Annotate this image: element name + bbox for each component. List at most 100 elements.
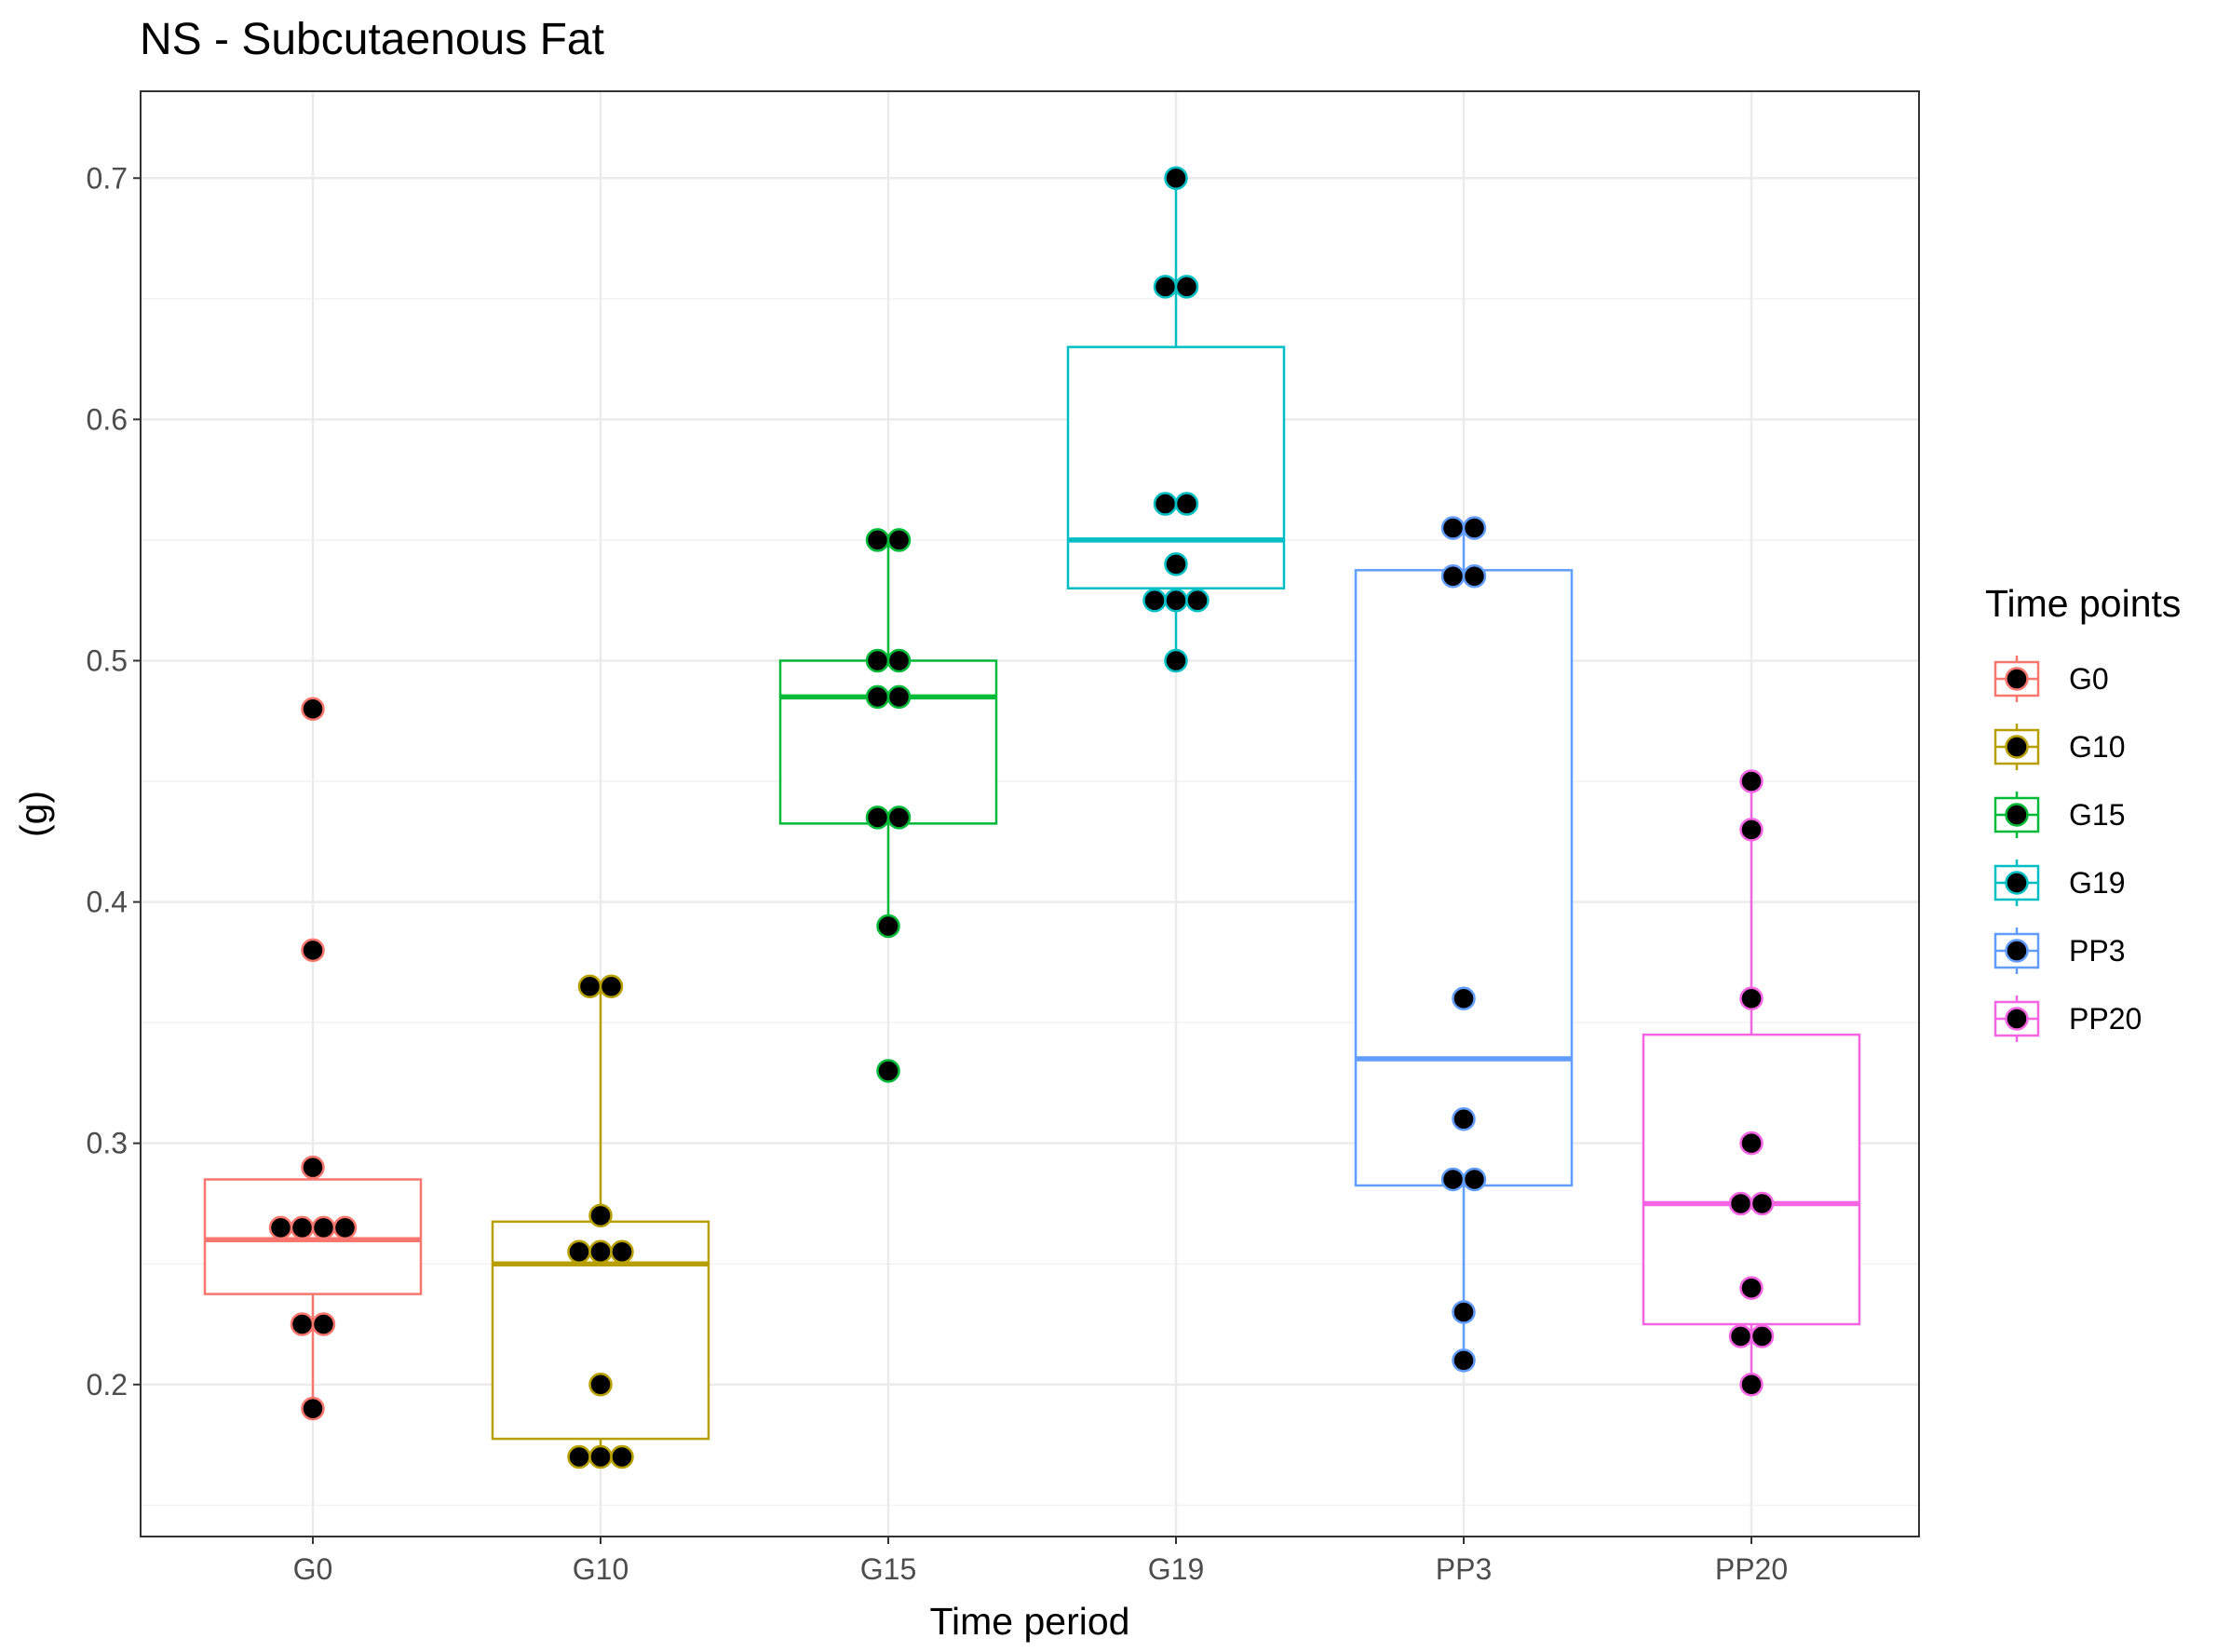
data-point	[886, 684, 912, 710]
chart-title: NS - Subcutaenous Fat	[140, 15, 604, 64]
box-body	[1642, 1033, 1861, 1326]
x-axis-title: Time period	[930, 1600, 1130, 1643]
y-tick-label: 0.4	[87, 886, 128, 919]
legend-key-point	[2005, 1007, 2029, 1031]
box-layer	[203, 178, 1861, 1457]
y-axis-title: (g)	[12, 791, 55, 837]
data-point	[1440, 564, 1466, 589]
y-tick-label: 0.2	[87, 1368, 128, 1401]
data-point	[1452, 1300, 1476, 1324]
legend-label: PP20	[2069, 1002, 2142, 1036]
y-tick-label: 0.5	[87, 643, 128, 677]
data-point	[332, 1215, 358, 1240]
data-point	[1462, 1167, 1487, 1192]
legend-item-G10: G10	[1993, 724, 2125, 770]
data-point	[1174, 275, 1199, 299]
legend-item-G0: G0	[1993, 656, 2109, 702]
data-point	[268, 1215, 293, 1240]
data-point	[610, 1239, 634, 1265]
data-point	[1164, 648, 1188, 673]
box-G19	[1066, 178, 1286, 661]
data-point	[1739, 1276, 1764, 1300]
data-point	[311, 1215, 336, 1240]
data-point	[567, 1444, 591, 1469]
data-point	[876, 1059, 900, 1083]
data-point	[1440, 516, 1466, 540]
data-point	[1739, 1131, 1764, 1156]
data-point	[865, 528, 890, 552]
data-point	[1153, 275, 1178, 299]
y-tick-label: 0.3	[87, 1127, 128, 1160]
data-point	[1728, 1324, 1753, 1348]
box-body	[1354, 569, 1574, 1187]
data-point	[1153, 492, 1178, 516]
data-point	[1440, 1167, 1466, 1192]
data-point	[1185, 588, 1210, 613]
data-point	[301, 938, 325, 963]
legend-label: G10	[2069, 730, 2125, 764]
legend-label: PP3	[2069, 934, 2125, 968]
data-point	[1462, 516, 1487, 540]
box-PP3	[1354, 527, 1574, 1361]
legend-label: G0	[2069, 662, 2109, 696]
plot-background	[141, 91, 1919, 1537]
x-tick-label: G0	[293, 1552, 333, 1586]
x-tick-label: PP20	[1715, 1552, 1788, 1586]
y-tick-label: 0.6	[87, 402, 128, 436]
data-point	[567, 1239, 591, 1265]
data-point	[1739, 818, 1764, 842]
plot-border	[140, 90, 1920, 1537]
data-point	[1142, 588, 1167, 613]
y-tick-label: 0.7	[87, 161, 128, 195]
legend-item-G15: G15	[1993, 792, 2125, 838]
legend-title: Time points	[1985, 582, 2181, 625]
data-point	[1452, 986, 1476, 1010]
data-point	[886, 648, 912, 673]
legend-key-point	[2005, 871, 2029, 895]
data-point	[588, 1373, 613, 1397]
x-tick-label: PP3	[1436, 1552, 1492, 1586]
data-point	[610, 1444, 634, 1469]
data-point	[886, 806, 912, 830]
data-point	[599, 974, 624, 999]
box-G0	[203, 1167, 423, 1409]
legend-key-point	[2005, 939, 2029, 963]
data-point	[1164, 588, 1188, 613]
legend-item-G19: G19	[1993, 860, 2125, 906]
box-body	[778, 659, 998, 825]
legend-key-point	[2005, 667, 2029, 691]
data-point	[1750, 1191, 1775, 1216]
grid-lines	[141, 91, 1919, 1537]
data-point	[1164, 552, 1188, 576]
legend-item-PP3: PP3	[1993, 928, 2125, 974]
data-point	[301, 1396, 325, 1421]
x-tick-label: G15	[860, 1552, 916, 1586]
x-axis-ticks: G0 G10 G15 G19 PP3 PP20	[293, 1537, 1788, 1586]
data-point	[290, 1312, 315, 1336]
data-point	[1728, 1191, 1753, 1216]
data-point	[1452, 1348, 1476, 1373]
data-point	[876, 914, 900, 939]
data-point	[311, 1312, 336, 1336]
box-PP20	[1642, 781, 1861, 1385]
data-point	[865, 806, 890, 830]
data-point	[301, 1155, 325, 1180]
box-G15	[778, 539, 998, 927]
legend-key-point	[2005, 803, 2029, 827]
x-tick-label: G10	[573, 1552, 628, 1586]
data-point	[865, 684, 890, 710]
data-point	[865, 648, 890, 673]
legend-item-PP20: PP20	[1993, 995, 2142, 1042]
y-axis-ticks: 0.2 0.3 0.4 0.5 0.6 0.7	[87, 161, 141, 1401]
data-point	[588, 1203, 613, 1228]
data-point	[1164, 166, 1188, 191]
legend-label: G19	[2069, 866, 2125, 900]
data-point	[577, 974, 602, 999]
data-point	[886, 528, 912, 552]
data-point	[588, 1444, 613, 1469]
data-point	[1750, 1324, 1775, 1348]
data-point	[1739, 1373, 1764, 1397]
point-layer	[268, 166, 1775, 1469]
data-point	[1739, 986, 1764, 1010]
